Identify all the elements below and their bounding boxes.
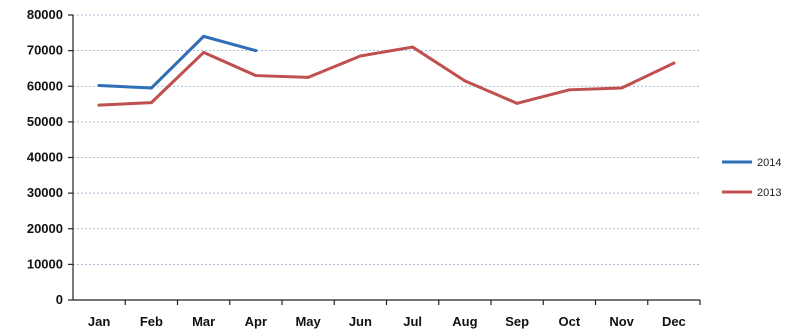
data-point-2013 <box>97 103 101 107</box>
series-line-2014 <box>97 34 258 90</box>
y-tick-label: 40000 <box>27 150 63 165</box>
data-point-2013 <box>358 54 362 58</box>
y-axis: 0 10000 20000 30000 40000 50000 60000 70000 8000… <box>27 7 74 307</box>
y-tick-label: 70000 <box>27 43 63 58</box>
legend-item-2014: 2014 <box>722 157 781 169</box>
series <box>97 34 676 107</box>
x-tick-label: Jun <box>349 314 372 329</box>
y-tick-label: 50000 <box>27 114 63 129</box>
data-point-2014 <box>97 84 101 88</box>
data-point-2013 <box>202 50 206 54</box>
data-point-2013 <box>463 79 467 83</box>
data-point-2014 <box>254 49 258 53</box>
x-tick-label: Jan <box>88 314 110 329</box>
x-tick-label: Jul <box>403 314 422 329</box>
x-tick-label: Aug <box>452 314 477 329</box>
data-point-2013 <box>254 74 258 78</box>
data-point-2014 <box>202 34 206 38</box>
legend: 2014 2013 <box>722 157 781 199</box>
x-tick-label: May <box>295 314 321 329</box>
series-line-2013 <box>97 45 676 107</box>
y-tick-label: 80000 <box>27 7 63 22</box>
x-tick-label: Oct <box>559 314 581 329</box>
y-tick-label: 10000 <box>27 256 63 271</box>
x-tick-label: Dec <box>662 314 686 329</box>
y-tick-label: 0 <box>56 292 63 307</box>
data-point-2014 <box>149 86 153 90</box>
x-tick-label: Apr <box>245 314 267 329</box>
data-point-2013 <box>306 75 310 79</box>
data-point-2013 <box>672 61 676 65</box>
data-point-2013 <box>620 86 624 90</box>
y-tick-label: 20000 <box>27 221 63 236</box>
x-tick-label: Nov <box>609 314 634 329</box>
data-point-2013 <box>567 88 571 92</box>
x-axis: Jan Feb Mar Apr May Jun Jul Aug Sep Oct Nov Dec <box>73 299 701 329</box>
data-point-2013 <box>149 101 153 105</box>
x-tick-label: Feb <box>140 314 163 329</box>
data-point-2013 <box>411 45 415 49</box>
y-tick-label: 60000 <box>27 78 63 93</box>
legend-label: 2014 <box>757 157 781 169</box>
x-tick-label: Mar <box>192 314 215 329</box>
legend-item-2013: 2013 <box>722 187 781 199</box>
x-tick-label: Sep <box>505 314 529 329</box>
data-point-2013 <box>515 101 519 105</box>
y-tick-label: 30000 <box>27 185 63 200</box>
legend-label: 2013 <box>757 187 781 199</box>
